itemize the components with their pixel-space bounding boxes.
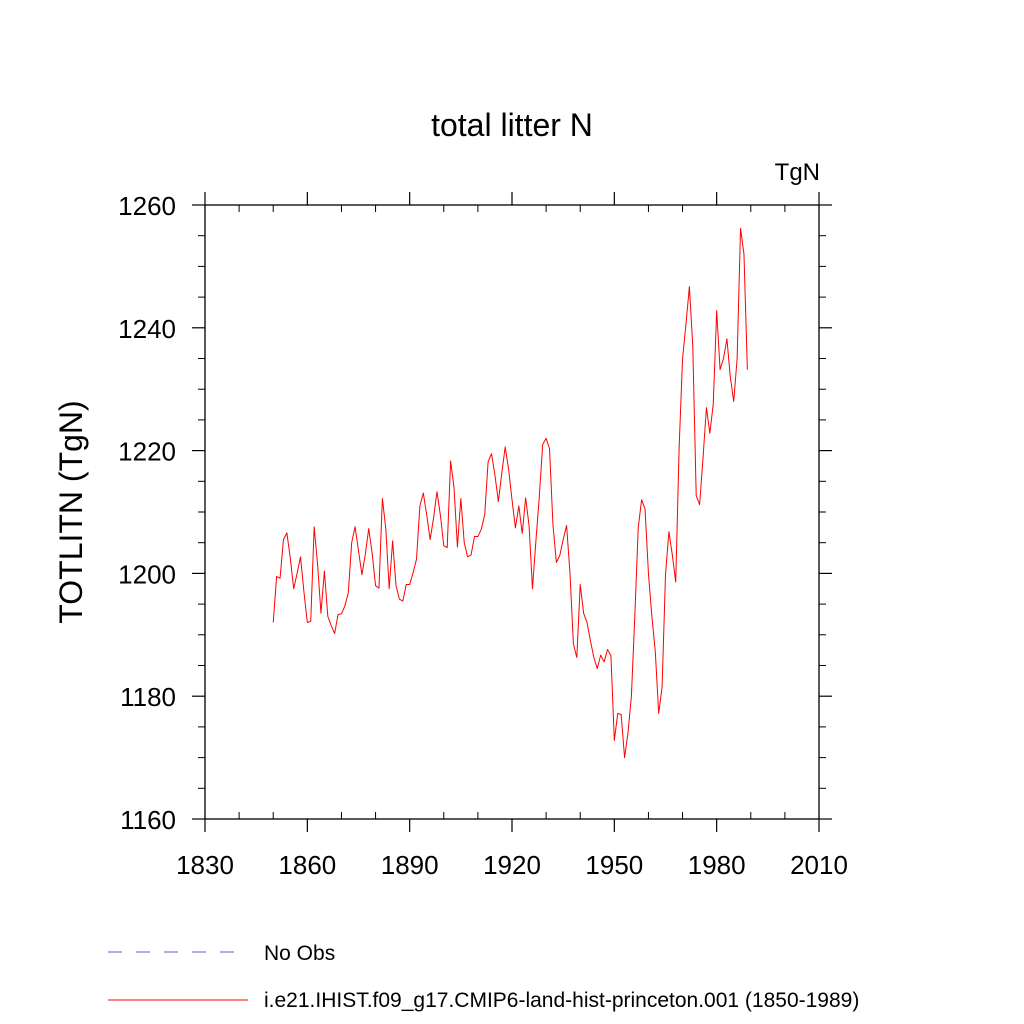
y-tick-label: 1260 <box>118 191 176 221</box>
y-tick-label: 1180 <box>120 682 176 712</box>
y-tick-label: 1240 <box>118 314 176 344</box>
y-axis-label: TOTLITN (TgN) <box>53 400 89 623</box>
x-tick-label: 1890 <box>381 850 439 880</box>
y-tick-label: 1160 <box>120 805 176 835</box>
x-tick-label: 1860 <box>278 850 336 880</box>
legend-label-model: i.e21.IHIST.f09_g17.CMIP6-land-hist-prin… <box>264 989 859 1012</box>
tick-labels: 1830 1860 1890 1920 1950 1980 2010 1160 1180 1200… <box>118 191 848 880</box>
major-ticks <box>192 192 832 832</box>
x-tick-label: 1950 <box>585 850 643 880</box>
minor-ticks <box>198 205 826 819</box>
plot-frame <box>204 204 820 820</box>
x-tick-label: 1980 <box>688 850 746 880</box>
series-line <box>272 227 748 759</box>
y-tick-label: 1220 <box>118 437 176 467</box>
x-tick-label: 1920 <box>483 850 541 880</box>
legend-label-no-obs: No Obs <box>264 942 335 965</box>
legend: No Obs i.e21.IHIST.f09_g17.CMIP6-land-hi… <box>108 942 859 1012</box>
x-tick-label: 2010 <box>790 850 848 880</box>
series-layer <box>272 227 748 759</box>
x-tick-label: 1830 <box>176 850 234 880</box>
chart-title: total litter N <box>431 107 593 143</box>
y-tick-label: 1200 <box>118 559 176 589</box>
units-label: TgN <box>775 159 820 186</box>
